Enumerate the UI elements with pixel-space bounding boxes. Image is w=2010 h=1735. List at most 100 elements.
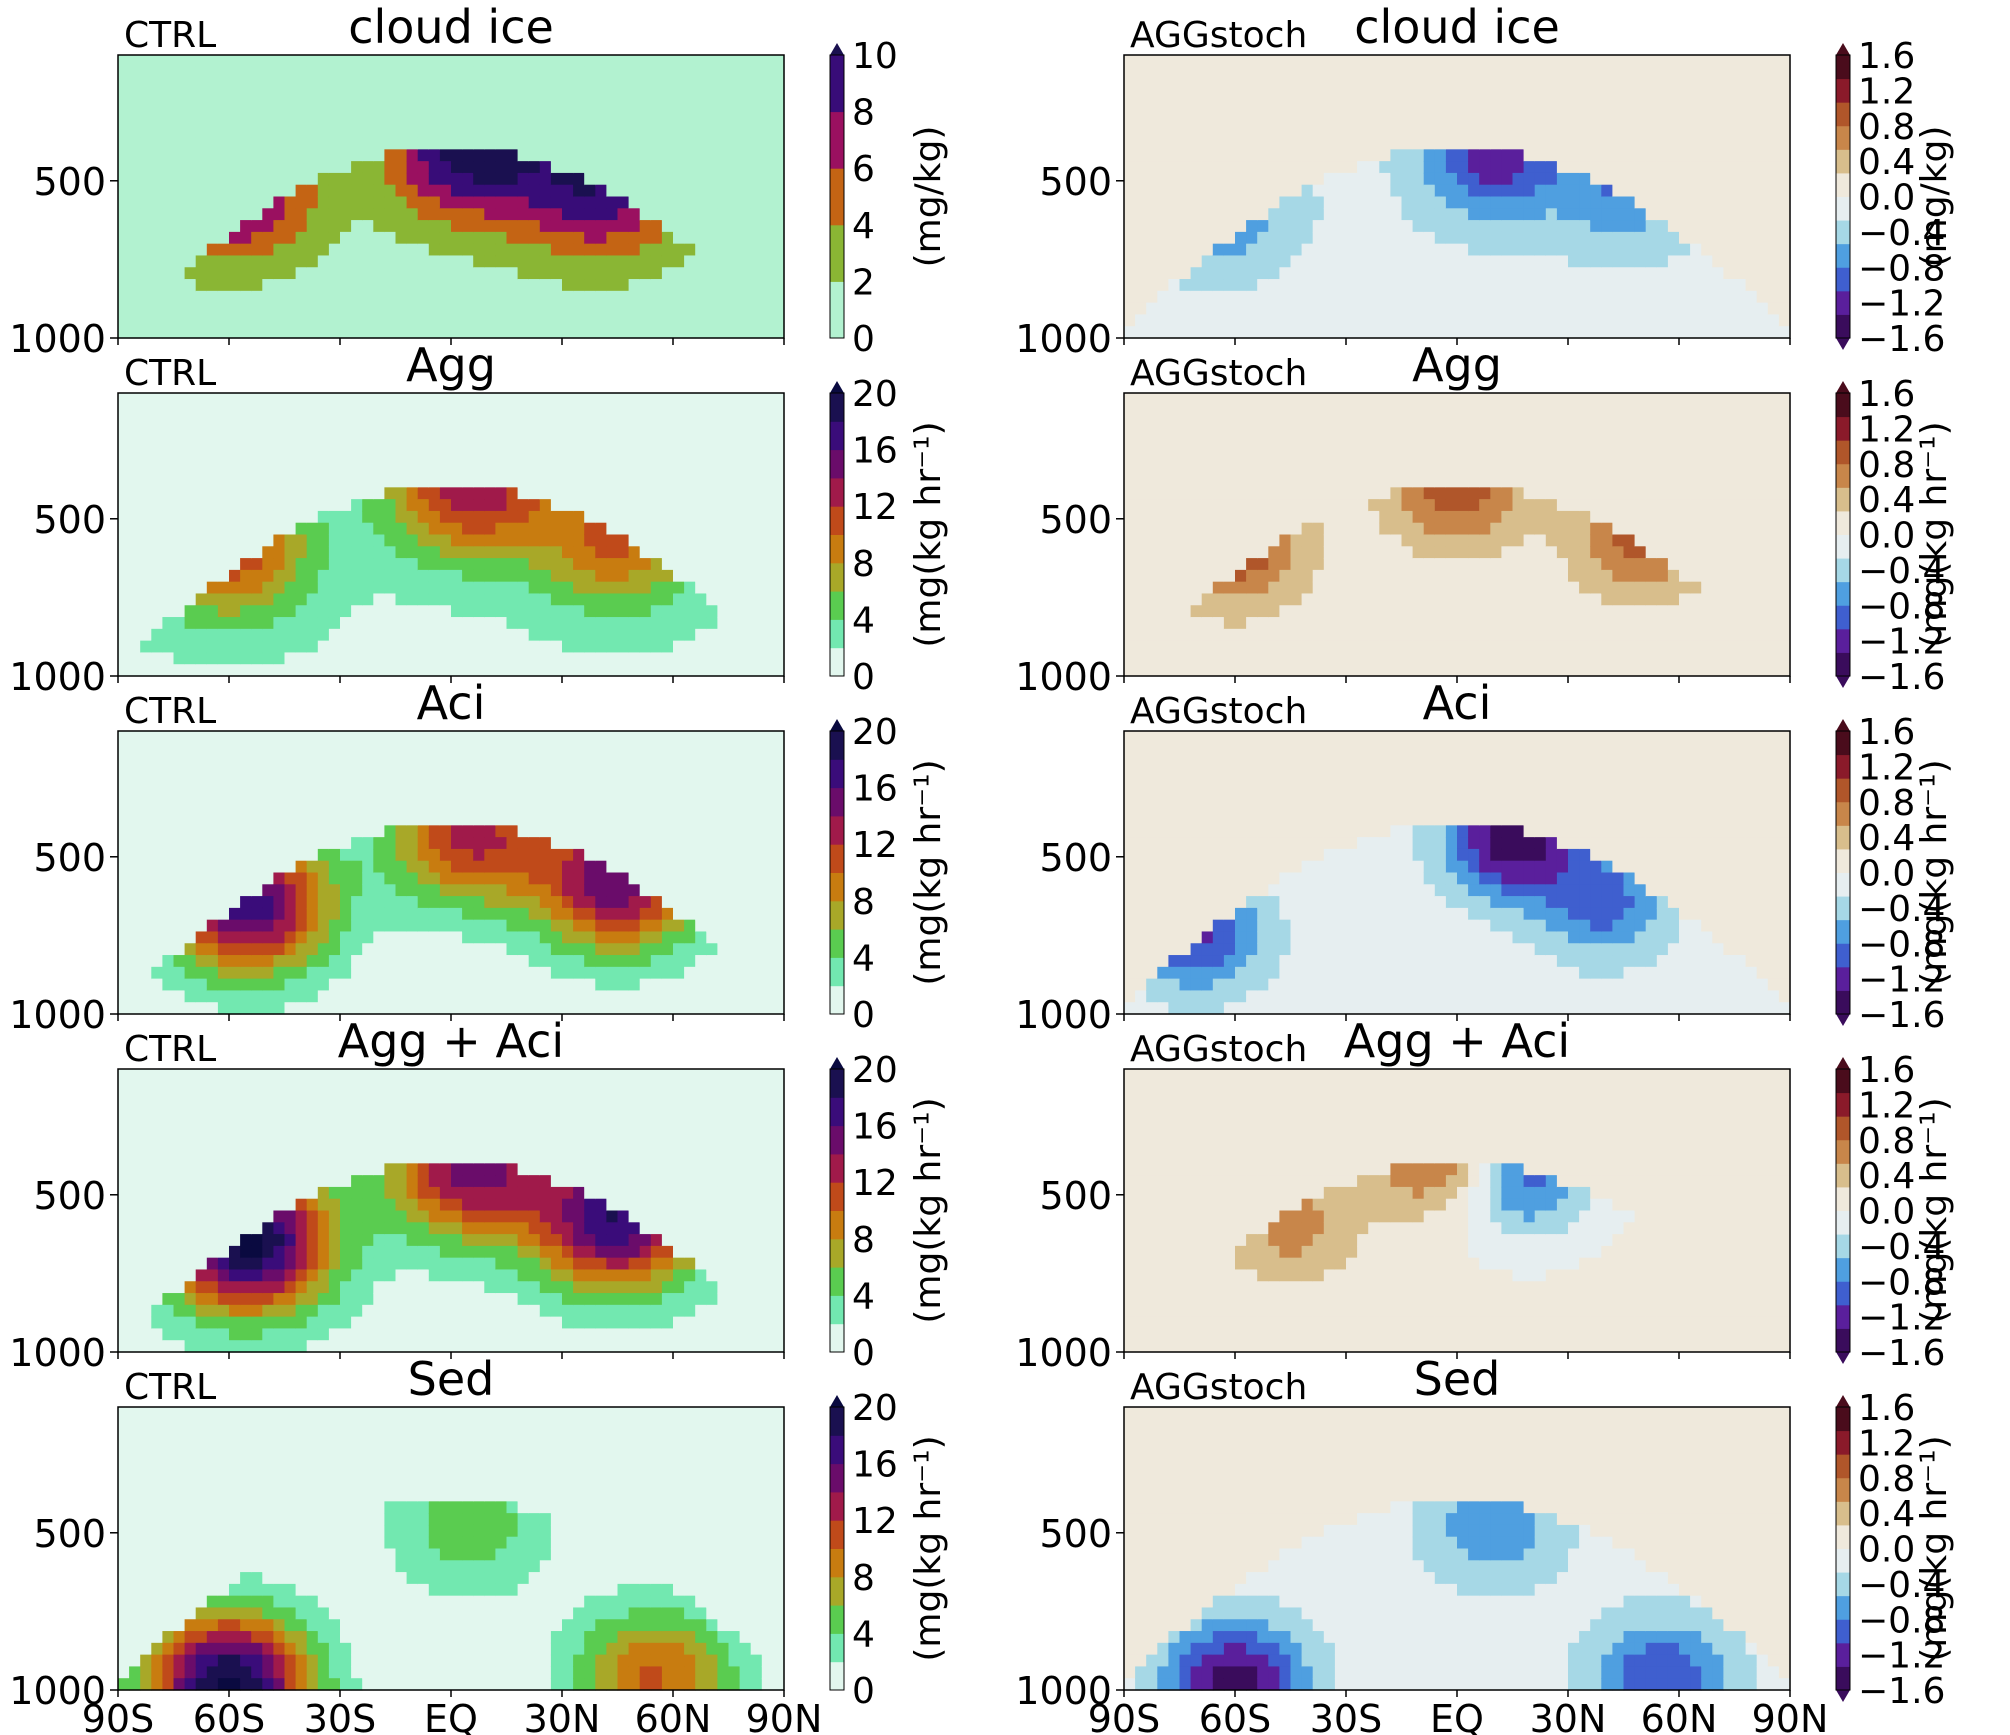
heatmap-cell [129,78,141,91]
heatmap-cell [706,55,718,68]
heatmap-cell [1223,184,1236,198]
heatmap-cell [1190,522,1203,536]
heatmap-cell [284,137,297,150]
heatmap-cell [395,522,408,536]
heatmap-cell [1290,640,1303,654]
heatmap-cell [1268,546,1280,559]
heatmap-cell [1679,208,1691,221]
heatmap-cell [351,617,363,630]
heatmap-cell [340,102,352,115]
heatmap-cell [340,581,352,595]
heatmap-cell [1401,196,1414,209]
heatmap-cell [140,78,152,91]
heatmap-cell [328,416,341,429]
heatmap-cell [384,55,397,68]
heatmap-cell [495,220,508,233]
heatmap-cell [1601,137,1613,150]
heatmap-cell [550,463,563,477]
heatmap-cell [1723,55,1736,68]
heatmap-cell [362,617,374,630]
heatmap-cell [595,510,607,524]
heatmap-cell [1223,499,1236,512]
heatmap-cell [650,326,663,339]
heatmap-cell [129,652,141,665]
heatmap-cell [1445,302,1458,316]
heatmap-cell [428,664,441,677]
heatmap-cell [473,404,485,418]
heatmap-cell [1290,558,1303,571]
heatmap-cell [1712,55,1724,68]
heatmap-cell [1590,208,1602,221]
heatmap-cell [539,428,552,441]
heatmap-cell [584,314,596,327]
heatmap-cell [118,451,130,465]
heatmap-cell [1135,440,1147,453]
heatmap-cell [517,125,530,139]
heatmap-cell [473,428,485,441]
heatmap-cell [473,499,485,512]
heatmap-cell [673,149,685,162]
heatmap-cell [295,290,308,304]
heatmap-cell [151,184,163,198]
heatmap-cell [1301,487,1314,500]
heatmap-cell [761,534,774,547]
heatmap-cell [661,558,674,571]
heatmap-cell [173,499,186,512]
heatmap-cell [173,125,186,139]
heatmap-cell [1268,640,1280,654]
heatmap-cell [728,581,741,595]
heatmap-cell [1379,499,1391,512]
heatmap-cell [284,664,297,677]
heatmap-cell [340,522,352,536]
heatmap-cell [639,522,652,536]
heatmap-cell [739,208,752,221]
heatmap-cell [1268,534,1280,547]
heatmap-cell [1556,90,1569,103]
heatmap-cell [1590,267,1602,280]
heatmap-cell [1179,113,1192,127]
heatmap-cell [1290,290,1303,304]
heatmap-cell [195,640,208,654]
heatmap-cell [362,440,374,453]
heatmap-cell [217,664,230,677]
heatmap-cell [384,267,397,280]
heatmap-cell [761,243,774,257]
heatmap-cell [1679,255,1691,268]
heatmap-cell [1701,184,1713,198]
heatmap-cell [262,499,274,512]
heatmap-cell [1346,255,1358,268]
heatmap-cell [1379,475,1391,488]
heatmap-cell [251,652,263,665]
heatmap-cell [1135,90,1147,103]
heatmap-cell [1301,393,1314,406]
heatmap-cell [395,102,408,115]
heatmap-cell [451,184,463,198]
heatmap-cell [1479,314,1491,327]
heatmap-cell [706,522,718,536]
heatmap-cell [384,569,397,583]
heatmap-cell [650,428,663,441]
heatmap-cell [1656,184,1669,198]
heatmap-cell [706,137,718,150]
heatmap-cell [184,605,197,618]
heatmap-cell [1501,55,1514,68]
heatmap-cell [639,499,652,512]
heatmap-cell [273,664,286,677]
colorbar-segment [1836,78,1850,103]
heatmap-cell [473,617,485,630]
heatmap-cell [1235,302,1247,316]
heatmap-cell [1146,66,1158,80]
heatmap-cell [384,440,397,453]
heatmap-cell [1712,208,1724,221]
heatmap-cell [284,255,297,268]
heatmap-cell [439,255,452,268]
heatmap-cell [1301,640,1314,654]
heatmap-cell [1712,279,1724,292]
heatmap-cell [1168,267,1181,280]
heatmap-cell [506,428,519,441]
heatmap-cell [1168,522,1181,536]
heatmap-cell [1257,593,1269,606]
heatmap-cell [584,125,596,139]
heatmap-cell [562,243,574,257]
heatmap-cell [240,463,252,477]
